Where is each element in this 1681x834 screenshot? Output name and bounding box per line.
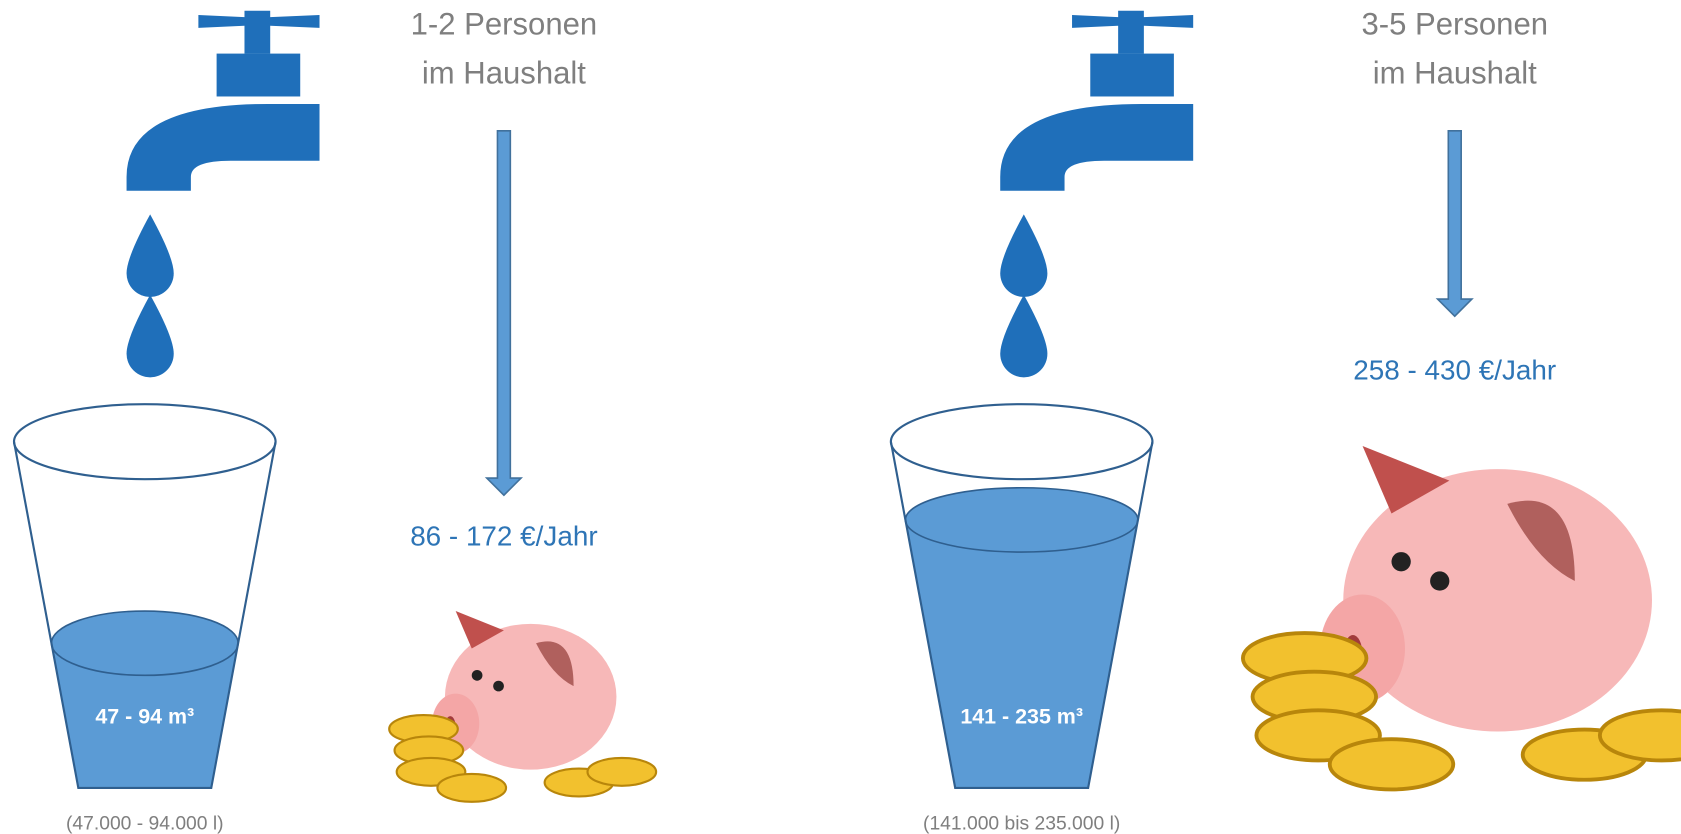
coin — [1330, 739, 1453, 789]
water-surface — [51, 611, 238, 675]
tap-body — [217, 54, 301, 97]
panel: 47 - 94 m³ (47.000 - 94.000 l) 1-2 Persone… — [14, 6, 656, 834]
piggy-bank — [389, 611, 656, 802]
coin — [588, 758, 657, 786]
liters-label: (141.000 bis 235.000 l) — [923, 814, 1120, 834]
cost-label: 86 - 172 €/Jahr — [410, 521, 597, 552]
water-drop — [127, 295, 174, 378]
coin — [437, 774, 506, 802]
tap — [1000, 11, 1193, 378]
tap-handle — [198, 11, 319, 54]
household-title: 1-2 Personen — [411, 6, 598, 41]
tap — [127, 11, 320, 378]
tap-body — [1090, 54, 1174, 97]
volume-label: 47 - 94 m³ — [95, 705, 194, 729]
water-drop — [1000, 295, 1047, 378]
pig-eye — [493, 681, 504, 692]
down-arrow — [1438, 131, 1472, 316]
tap-spout — [1000, 104, 1193, 191]
down-arrow — [487, 131, 521, 495]
infographic: 47 - 94 m³ (47.000 - 94.000 l) 1-2 Persone… — [0, 0, 1681, 834]
glass-rim — [14, 404, 276, 479]
water-surface — [905, 488, 1137, 552]
pig-eye — [472, 670, 483, 681]
tap-spout — [127, 104, 320, 191]
panel: 141 - 235 m³ (141.000 bis 235.000 l) 3-5 P… — [891, 6, 1681, 834]
household-title: im Haushalt — [422, 56, 586, 91]
page: {"panels": [ {"title_line1": "1-2 Person… — [0, 0, 1681, 834]
water-drop — [127, 214, 174, 297]
volume-label: 141 - 235 m³ — [960, 705, 1083, 729]
liters-label: (47.000 - 94.000 l) — [66, 814, 224, 834]
water-drop — [1000, 214, 1047, 297]
household-title: im Haushalt — [1373, 56, 1537, 91]
pig-eye — [1430, 571, 1449, 590]
cost-label: 258 - 430 €/Jahr — [1353, 354, 1556, 385]
glass-rim — [891, 404, 1153, 479]
household-title: 3-5 Personen — [1361, 6, 1548, 41]
tap-handle — [1072, 11, 1193, 54]
pig-eye — [1391, 552, 1410, 571]
water — [905, 520, 1137, 788]
piggy-bank — [1243, 446, 1681, 789]
